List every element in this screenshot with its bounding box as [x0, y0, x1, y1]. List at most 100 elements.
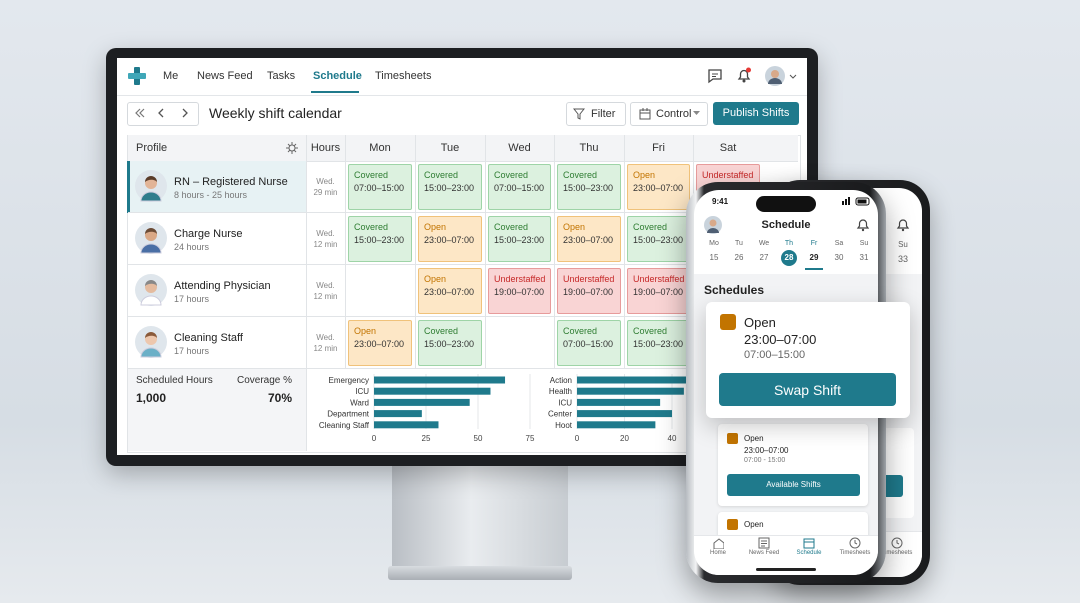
staff-name[interactable]: Attending Physician	[174, 280, 271, 292]
settings-icon[interactable]	[286, 142, 298, 154]
column-header: Sat	[719, 142, 737, 154]
nav-item[interactable]: Schedule	[313, 70, 362, 82]
nav-item[interactable]: Tasks	[267, 70, 296, 82]
toolbar-nav-group	[127, 102, 199, 126]
weekday: Th	[784, 240, 794, 247]
swap-popup: Open 23:00–07:00 07:00–15:00 Swap Shift	[706, 302, 910, 418]
phone-title: Schedule	[761, 219, 811, 231]
filter-icon	[573, 108, 585, 120]
bar	[374, 398, 470, 406]
prev-button[interactable]	[151, 104, 171, 122]
shift-status: Covered	[633, 326, 668, 336]
shift-time: 19:00–07:00	[633, 287, 684, 297]
date[interactable]: 27	[759, 253, 769, 262]
row-divider	[128, 368, 798, 369]
shift-card[interactable]: Understaffed 19:00–07:00	[627, 268, 690, 314]
shift-time: 23:00–07:00	[633, 183, 684, 193]
shift-card[interactable]: Understaffed 19:00–07:00	[557, 268, 621, 314]
next-button[interactable]	[175, 104, 195, 122]
staff-name[interactable]: Charge Nurse	[174, 228, 243, 240]
first-page-button[interactable]	[129, 104, 149, 122]
phone-avatar	[704, 216, 722, 234]
tab-icon[interactable]	[849, 537, 861, 549]
shift-card[interactable]: Open 23:00–07:00	[418, 268, 482, 314]
shift-card[interactable]: Covered 15:00–23:00	[627, 320, 690, 366]
summary-panel	[128, 369, 307, 451]
nav-item[interactable]: Me	[163, 70, 179, 82]
shift-card[interactable]: Understaffed 19:00–07:00	[488, 268, 551, 314]
tab-label[interactable]: Schedule	[796, 550, 822, 556]
staff-hours: 17 hours	[174, 294, 210, 304]
shift-card[interactable]: Covered 15:00–23:00	[557, 164, 621, 210]
tab-label[interactable]: Home	[709, 550, 726, 556]
date[interactable]: 30	[834, 253, 844, 262]
date[interactable]: 26	[734, 253, 744, 262]
shift-card[interactable]: Open 23:00–07:00 07:00 - 15:00 Available Sh…	[718, 424, 868, 506]
shift-time: 23:00–07:00	[354, 339, 405, 349]
status-square	[727, 519, 738, 530]
bell-icon[interactable]	[736, 67, 752, 84]
staff-name[interactable]: Cleaning Staff	[174, 332, 243, 344]
dropdown-caret	[693, 111, 700, 115]
x-tick-label: 25	[422, 434, 431, 443]
monitor-base	[388, 566, 572, 580]
category-label: ICU	[558, 398, 572, 407]
card-status: Open	[744, 520, 764, 529]
section-title: Schedules	[704, 283, 765, 297]
shift-card[interactable]: Covered 07:00–15:00	[348, 164, 412, 210]
shift-status: Open	[424, 222, 447, 232]
swap-button[interactable]: Swap Shift	[719, 373, 896, 406]
date[interactable]: 28	[784, 253, 794, 262]
row-divider	[128, 316, 798, 317]
tab-icon[interactable]	[712, 537, 724, 549]
shift-time: 23:00–07:00	[563, 235, 614, 245]
column-divider	[554, 135, 555, 369]
bar	[374, 410, 422, 418]
shift-card[interactable]: Open 23:00–07:00	[557, 216, 621, 262]
back-weekday: Su	[898, 240, 908, 249]
shift-card[interactable]: Covered 15:00–23:00	[488, 216, 551, 262]
weekday: Sa	[834, 240, 844, 247]
shift-card[interactable]: Covered 15:00–23:00	[418, 320, 482, 366]
x-tick-label: 50	[474, 434, 483, 443]
available-button[interactable]: Available Shifts	[727, 474, 860, 496]
shift-status: Covered	[563, 170, 598, 180]
shift-card[interactable]: Covered 07:00–15:00	[557, 320, 621, 366]
back-tab-label[interactable]: Timesheets	[881, 550, 913, 556]
category-label: ICU	[355, 387, 369, 396]
shift-card[interactable]: Open 23:00–07:00	[348, 320, 412, 366]
nav-item[interactable]: News Feed	[197, 70, 253, 82]
filter-button[interactable]: Filter	[566, 102, 626, 126]
shift-status: Understaffed	[494, 274, 546, 284]
shift-card[interactable]: Open 23:00–07:00	[627, 164, 690, 210]
tab-icon[interactable]	[758, 537, 770, 549]
tab-icon[interactable]	[803, 537, 815, 549]
tab-label[interactable]: Timesheets	[839, 550, 871, 556]
date[interactable]: 29	[809, 253, 819, 262]
shift-card[interactable]: Covered 15:00–23:00	[418, 164, 482, 210]
tab-label[interactable]: News Feed	[748, 550, 780, 556]
shift-card[interactable]: Open 23:00–07:00	[418, 216, 482, 262]
shift-card[interactable]: Covered 15:00–23:00	[627, 216, 690, 262]
shift-time: 19:00–07:00	[494, 287, 545, 297]
publish-button[interactable]: Publish Shifts	[713, 102, 799, 125]
weekday: We	[758, 240, 770, 247]
control-button[interactable]: Control	[630, 102, 708, 126]
phone-bell[interactable]	[856, 218, 870, 232]
shift-card[interactable]: Covered 07:00–15:00	[488, 164, 551, 210]
user-avatar[interactable]	[765, 66, 797, 86]
category-label: Health	[549, 387, 572, 396]
category-label: Emergency	[329, 376, 369, 385]
notch	[756, 196, 816, 212]
staff-name[interactable]: RN – Registered Nurse	[174, 176, 288, 188]
nav-item[interactable]: Timesheets	[375, 70, 432, 82]
page-title: Weekly shift calendar	[209, 105, 342, 121]
chat-icon[interactable]	[707, 68, 723, 84]
date[interactable]: 31	[859, 253, 869, 262]
bar	[577, 421, 656, 429]
popup-range: 07:00–15:00	[744, 349, 806, 361]
date-underline	[805, 268, 823, 270]
popup-status-square	[720, 314, 736, 330]
date[interactable]: 15	[709, 253, 719, 262]
shift-card[interactable]: Covered 15:00–23:00	[348, 216, 412, 262]
